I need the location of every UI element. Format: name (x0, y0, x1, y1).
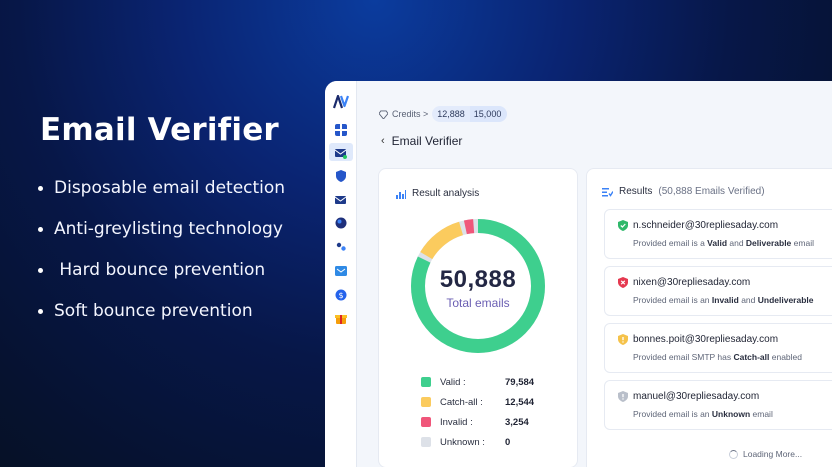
desc-text: Provided email is an (633, 295, 712, 305)
credits-total: 15,000 (469, 106, 508, 122)
globe-icon[interactable] (335, 217, 347, 229)
gift-icon[interactable] (335, 312, 347, 324)
billing-icon[interactable]: $ (335, 289, 347, 301)
total-emails-label: Total emails (446, 296, 510, 310)
shield-check-icon (618, 220, 628, 231)
desc-text: Provided email is an (633, 409, 712, 419)
promo-title: Email Verifier (40, 112, 279, 148)
credits-label: Credits > (392, 109, 429, 119)
legend-label: Catch-all : (440, 396, 483, 408)
desc-text: email (750, 409, 773, 419)
feature-item: Soft bounce prevention (38, 301, 285, 321)
desc-status: Invalid (711, 295, 739, 305)
shield-unknown-icon (618, 391, 628, 402)
feature-label: Anti-greylisting technology (54, 219, 283, 239)
desc-status: Deliverable (745, 238, 792, 248)
result-description: Provided email SMTP has Catch-all enable… (633, 352, 802, 362)
bullet-icon (38, 308, 43, 314)
total-emails-value: 50,888 (439, 266, 517, 293)
sidebar-rail: $ (325, 81, 357, 467)
users-icon[interactable] (335, 241, 347, 253)
result-description: Provided email is an Unknown email (633, 409, 773, 419)
results-count: (50,888 Emails Verified) (658, 186, 765, 197)
desc-text: Provided email SMTP has (633, 352, 734, 362)
result-item[interactable]: n.schneider@30repliesaday.com Provided e… (604, 209, 832, 259)
donut-center: 50,888 Total emails (408, 266, 548, 310)
page-title: Email Verifier (391, 134, 463, 148)
legend: Valid : 79,584 Catch-all : 12,544 Invalid … (421, 372, 534, 452)
legend-value: 79,584 (505, 376, 535, 388)
results-card: Results (50,888 Emails Verified) n.schne… (586, 168, 832, 467)
result-item[interactable]: bonnes.poit@30repliesaday.com Provided e… (604, 323, 832, 373)
back-button[interactable]: ‹ Email Verifier (381, 134, 462, 148)
legend-item: Invalid : 3,254 (421, 412, 534, 432)
legend-swatch (421, 417, 431, 427)
dashboard-icon[interactable] (335, 124, 347, 136)
result-description: Provided email is a Valid and Deliverabl… (633, 238, 814, 248)
inbox-icon[interactable] (335, 265, 347, 277)
legend-item: Valid : 79,584 (421, 372, 534, 392)
feature-label: Hard bounce prevention (54, 260, 266, 280)
donut-chart (411, 219, 545, 353)
result-email: manuel@30repliesaday.com (633, 391, 760, 402)
legend-label: Invalid : (440, 416, 473, 428)
shield-x-icon (618, 277, 628, 288)
logo-icon[interactable] (333, 95, 349, 109)
credits-bar[interactable]: Credits > 12,888 15,000 (379, 106, 508, 122)
bar-chart-icon (396, 189, 406, 199)
legend-label: Valid : (440, 376, 466, 388)
desc-text: Provided email is a (633, 238, 708, 248)
spinner-icon (729, 449, 738, 459)
desc-text: and (738, 295, 758, 305)
feature-label: Soft bounce prevention (54, 301, 253, 321)
mail-check-icon (335, 149, 347, 159)
legend-item: Unknown : 0 (421, 432, 534, 452)
desc-status: Valid (707, 238, 728, 248)
legend-swatch (421, 437, 431, 447)
diamond-icon (379, 109, 388, 119)
card-title: Result analysis (412, 188, 480, 199)
app-window: $ Credits > 12,888 15,000 ‹ Email Verifi… (325, 81, 832, 467)
desc-text: enabled (769, 352, 802, 362)
legend-item: Catch-all : 12,544 (421, 392, 534, 412)
loading-indicator: Loading More... (729, 449, 802, 459)
result-item[interactable]: nixen@30repliesaday.com Provided email i… (604, 266, 832, 316)
loading-label: Loading More... (743, 449, 803, 459)
desc-text: email (791, 238, 814, 248)
legend-value: 3,254 (505, 416, 529, 428)
feature-label: Disposable email detection (54, 178, 286, 198)
result-email: bonnes.poit@30repliesaday.com (633, 334, 779, 345)
feature-item: Anti-greylisting technology (38, 219, 285, 239)
mail-search-icon[interactable] (335, 194, 347, 206)
legend-label: Unknown : (440, 436, 485, 448)
desc-status: Unknown (711, 409, 751, 419)
donut-slice-valid (411, 219, 545, 353)
results-title: Results (619, 186, 653, 197)
legend-swatch (421, 377, 431, 387)
bullet-icon (38, 267, 43, 273)
desc-status: Undeliverable (757, 295, 814, 305)
result-email: n.schneider@30repliesaday.com (633, 220, 779, 231)
svg-text:$: $ (338, 291, 343, 300)
result-analysis-card: Result analysis 50,888 Total emails Vali… (378, 168, 578, 467)
legend-swatch (421, 397, 431, 407)
feature-list: Disposable email detection Anti-greylist… (38, 178, 285, 342)
result-email: nixen@30repliesaday.com (633, 277, 751, 288)
feature-item: Hard bounce prevention (38, 260, 285, 280)
credits-used: 12,888 (432, 106, 470, 122)
bullet-icon (38, 185, 43, 191)
desc-status: Catch-all (733, 352, 770, 362)
list-icon (602, 187, 613, 197)
chevron-left-icon: ‹ (381, 135, 385, 147)
bullet-icon (38, 226, 43, 232)
result-description: Provided email is an Invalid and Undeliv… (633, 295, 814, 305)
legend-value: 12,544 (505, 396, 535, 408)
shield-icon[interactable] (335, 170, 347, 182)
desc-text: and (727, 238, 746, 248)
legend-value: 0 (505, 436, 511, 448)
result-item[interactable]: manuel@30repliesaday.com Provided email … (604, 380, 832, 430)
shield-alert-icon (618, 334, 628, 345)
feature-item: Disposable email detection (38, 178, 285, 198)
